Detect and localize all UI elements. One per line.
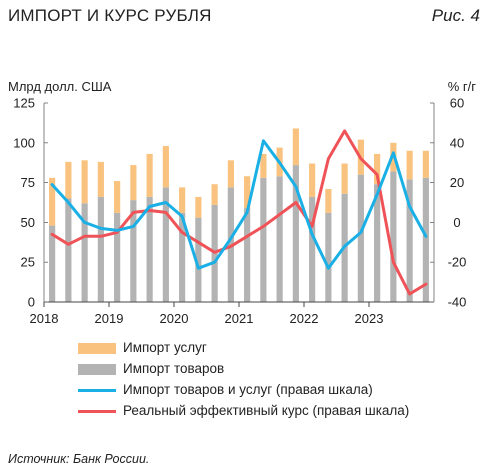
bar-services: [227, 160, 234, 188]
legend-label-services: Импорт услуг: [123, 340, 207, 355]
right-axis-caption: % г/г: [447, 79, 476, 94]
bar-services: [49, 177, 56, 226]
x-tick-label: 2019: [95, 311, 124, 326]
x-tick-label: 2020: [160, 311, 189, 326]
x-tick-label: 2023: [355, 311, 384, 326]
figure-label: Рис. 4: [431, 6, 480, 25]
bar-goods: [390, 171, 397, 302]
bar-goods: [114, 212, 121, 302]
x-tick-label: 2022: [290, 311, 319, 326]
right-tick-label: -20: [448, 255, 467, 270]
right-tick-label: 0: [453, 215, 460, 230]
left-tick-label: 75: [21, 175, 35, 190]
legend-label-goods: Импорт товаров: [123, 361, 225, 376]
bar-services: [81, 160, 88, 204]
bar-goods: [97, 196, 104, 302]
right-tick-label: 40: [450, 135, 464, 150]
legend-swatch-services: [78, 343, 116, 354]
bar-goods: [260, 177, 267, 302]
legend-label-reer: Реальный эффективный курс (правая шкала): [123, 403, 410, 418]
left-tick-label: 125: [13, 96, 35, 111]
bar-services: [422, 150, 429, 178]
bar-goods: [65, 198, 72, 302]
bar-goods: [309, 196, 316, 302]
left-axis-caption: Млрд долл. США: [8, 79, 112, 94]
line-reer: [50, 129, 428, 296]
legend-swatch-reer: [78, 410, 116, 413]
bar-goods: [81, 203, 88, 302]
bar-goods: [276, 176, 283, 302]
bar-goods: [49, 225, 56, 302]
left-tick-label: 25: [21, 255, 35, 270]
bar-services: [195, 196, 202, 218]
bar-services: [374, 153, 381, 185]
bar-goods: [162, 187, 169, 302]
bar-services: [244, 176, 251, 209]
left-tick-label: 50: [21, 215, 35, 230]
bar-goods: [325, 212, 332, 302]
left-tick-label: 0: [28, 295, 35, 310]
bar-goods: [422, 177, 429, 302]
bar-services: [162, 145, 169, 188]
x-tick-label: 2018: [30, 311, 59, 326]
bar-services: [325, 188, 332, 213]
bar-services: [292, 128, 299, 166]
right-tick-label: -40: [448, 295, 467, 310]
bar-goods: [130, 200, 137, 302]
right-tick-label: 20: [450, 175, 464, 190]
bar-services: [309, 163, 316, 197]
legend-swatch-total-yoy: [78, 389, 116, 392]
bar-services: [341, 163, 348, 194]
chart-title: ИМПОРТ И КУРС РУБЛЯ: [8, 6, 212, 25]
legend-label-total-yoy: Импорт товаров и услуг (правая шкала): [123, 382, 373, 397]
x-tick-label: 2021: [225, 311, 254, 326]
bar-goods: [195, 217, 202, 302]
bar-goods: [146, 196, 153, 302]
bar-services: [130, 165, 137, 201]
bar-services: [97, 161, 104, 197]
left-tick-label: 100: [13, 135, 35, 150]
bar-goods: [292, 165, 299, 302]
legend-swatch-goods: [78, 364, 116, 375]
chart-area: 0 25 50 75 100 125 -40 -20 0 20 40 60 2018 2019 2020 20…: [13, 96, 467, 327]
bar-goods: [374, 184, 381, 302]
bar-services: [65, 161, 72, 199]
bar-services: [406, 150, 413, 180]
line-total-yoy: [50, 139, 428, 270]
bar-goods: [244, 208, 251, 302]
bar-services: [179, 187, 186, 213]
bar-goods: [357, 174, 364, 302]
source-note: Источник: Банк России.: [8, 452, 150, 466]
bar-services: [114, 181, 121, 213]
bar-services: [260, 153, 267, 178]
bar-goods: [406, 179, 413, 302]
bar-goods: [179, 212, 186, 302]
bar-services: [211, 184, 218, 205]
right-tick-label: 60: [450, 96, 464, 111]
bar-services: [146, 153, 153, 197]
